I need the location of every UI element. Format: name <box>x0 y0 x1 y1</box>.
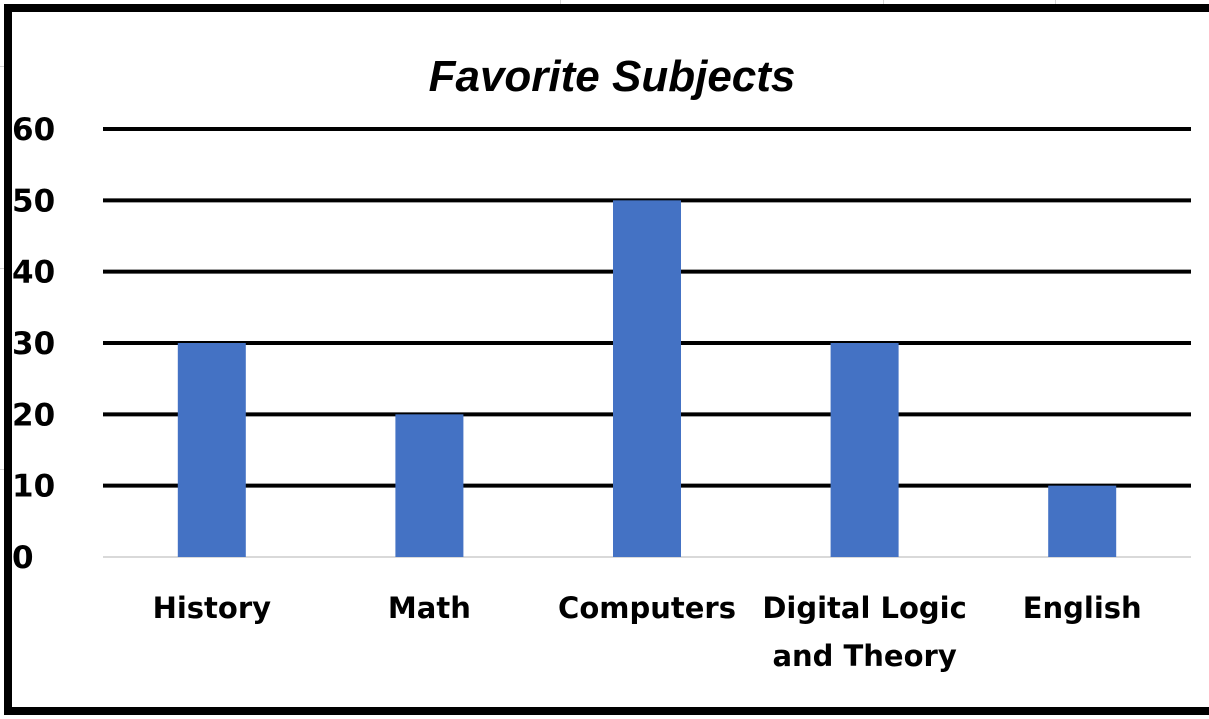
y-tick-label: 50 <box>12 183 55 219</box>
x-category-label: Computers <box>558 591 736 625</box>
bar <box>613 200 681 558</box>
bar <box>395 414 464 557</box>
x-category-label: English <box>1023 591 1142 625</box>
x-category-label: Digital Logic and Theory <box>762 591 966 673</box>
x-category-label: Math <box>388 591 471 625</box>
bar <box>1048 485 1117 557</box>
y-tick-label: 20 <box>12 397 55 433</box>
y-tick-label: 0 <box>12 540 34 576</box>
x-category-label-line: History <box>153 591 272 625</box>
y-tick-label: 10 <box>12 469 55 505</box>
bar <box>830 343 899 557</box>
x-category-label: History <box>153 591 272 625</box>
bar <box>177 343 246 557</box>
x-category-label-line: English <box>1023 591 1142 625</box>
y-tick-label: 40 <box>12 255 55 291</box>
x-axis-categories: History Math Computers Digital Logic and The… <box>153 591 1142 673</box>
x-category-label-line: Computers <box>558 591 736 625</box>
x-category-label-line: Digital Logic <box>762 591 966 625</box>
x-category-label-line: Math <box>388 591 471 625</box>
x-category-label-line: and Theory <box>772 639 956 673</box>
y-axis-ticks: 0 10 20 30 40 50 60 <box>12 112 55 576</box>
chart-title: Favorite Subjects <box>429 52 796 101</box>
y-tick-label: 60 <box>12 112 55 148</box>
y-tick-label: 30 <box>12 326 55 362</box>
bars <box>177 200 1117 558</box>
